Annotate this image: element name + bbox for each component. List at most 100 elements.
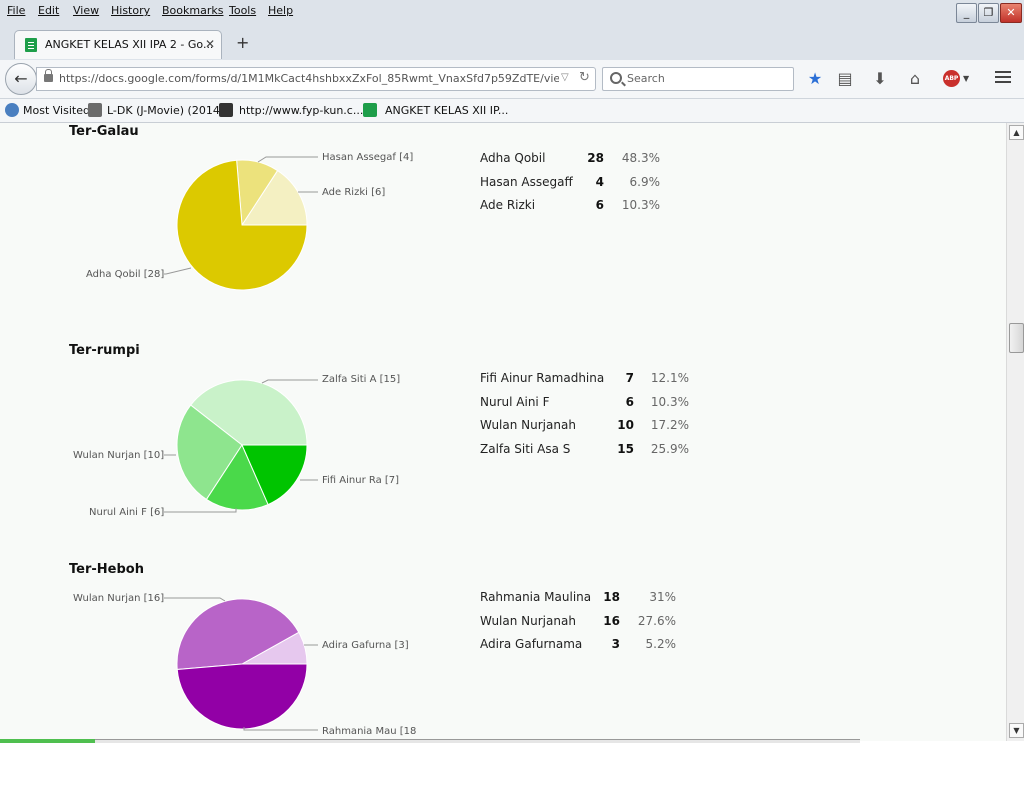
pie-label: Ade Rizki [6]: [322, 187, 386, 198]
table-row: Wulan Nurjanah 10 17.2%: [480, 418, 700, 438]
scroll-thumb[interactable]: [1009, 323, 1024, 353]
search-input[interactable]: Search: [602, 67, 794, 91]
leader-lines: [164, 156, 318, 275]
row-name: Adha Qobil: [480, 151, 546, 165]
pie-slice: [241, 169, 308, 226]
row-count: 10: [617, 418, 634, 432]
menu-help[interactable]: Help: [268, 4, 294, 17]
row-name: Adira Gafurnama: [480, 637, 583, 651]
pie-label: Fifi Ainur Ra [7]: [322, 475, 400, 486]
pie-slice: [205, 443, 269, 511]
table-row: Wulan Nurjanah 16 27.6%: [480, 614, 690, 634]
pie-slice: [176, 663, 308, 730]
row-name: Wulan Nurjanah: [480, 614, 576, 628]
row-name: Nurul Aini F: [480, 395, 550, 409]
pie-slice: [241, 444, 308, 506]
pie-label: Adha Qobil [28]: [86, 269, 165, 280]
reload-icon[interactable]: ↻: [579, 70, 590, 85]
reading-list-icon[interactable]: ▤: [837, 69, 853, 88]
vertical-scrollbar[interactable]: ▲ ▼: [1006, 123, 1024, 741]
row-percent: 17.2%: [650, 418, 689, 432]
scroll-down-icon[interactable]: ▼: [1009, 723, 1024, 738]
row-name: Fifi Ainur Ramadhina: [480, 371, 605, 385]
adblock-icon[interactable]: ABP: [943, 70, 960, 87]
row-percent: 27.6%: [637, 614, 676, 628]
pie-label: Wulan Nurjan [16]: [73, 593, 165, 604]
bookmarks-toolbar: [0, 99, 1024, 123]
row-count: 18: [603, 590, 620, 604]
menu-view[interactable]: View: [73, 4, 100, 17]
pie-slice: [176, 598, 300, 671]
new-tab-button[interactable]: +: [236, 33, 250, 52]
row-count: 6: [595, 198, 604, 212]
row-percent: 6.9%: [629, 175, 661, 189]
restore-button[interactable]: ❐: [978, 3, 999, 23]
page-icon: [88, 103, 102, 117]
table-row: Rahmania Maulina 18 31%: [480, 590, 690, 610]
pie-slice: [176, 404, 243, 501]
leader-lines: [164, 379, 318, 513]
url-bar[interactable]: https://docs.google.com/forms/d/1M1MkCac…: [36, 67, 596, 91]
avatar-icon: [219, 103, 233, 117]
table-row: Adha Qobil 28 48.3%: [480, 151, 680, 171]
pie-label: Adira Gafurna [3]: [322, 640, 409, 651]
row-name: Rahmania Maulina: [480, 590, 592, 604]
row-percent: 25.9%: [650, 442, 689, 456]
section-title: Ter-rumpi: [69, 343, 140, 358]
table-row: Adira Gafurnama 3 5.2%: [480, 637, 690, 657]
dropdown-arrow-icon[interactable]: ▽: [561, 72, 569, 83]
page-content: Ter-Galau Hasan Assegaf [4] Ade Rizki [6…: [0, 123, 1006, 741]
table-row: Nurul Aini F 6 10.3%: [480, 395, 700, 415]
menu-bar: File Edit View History Bookmarks Tools H…: [0, 0, 1024, 24]
row-name: Ade Rizki: [480, 198, 536, 212]
horizontal-scrollbar[interactable]: [0, 739, 860, 744]
section-title: Ter-Galau: [69, 124, 139, 139]
forms-icon: [363, 103, 377, 117]
row-percent: 10.3%: [650, 395, 689, 409]
row-percent: 31%: [649, 590, 676, 604]
row-count: 7: [625, 371, 634, 385]
table-row: Hasan Assegaff 4 6.9%: [480, 175, 680, 195]
row-percent: 10.3%: [621, 198, 660, 212]
table-row: Zalfa Siti Asa S 15 25.9%: [480, 442, 700, 462]
menu-tools[interactable]: Tools: [229, 4, 257, 17]
pie-label: Wulan Nurjan [10]: [73, 450, 165, 461]
search-icon: [610, 72, 622, 84]
row-percent: 12.1%: [650, 371, 689, 385]
close-window-button[interactable]: ✕: [1000, 3, 1022, 23]
menu-edit[interactable]: Edit: [38, 4, 60, 17]
bookmark-most-visited[interactable]: Most Visited: [23, 104, 90, 117]
chevron-down-icon[interactable]: ▼: [963, 74, 970, 83]
row-name: Wulan Nurjanah: [480, 418, 576, 432]
pie-chart-ter-heboh: [176, 598, 308, 730]
home-icon[interactable]: ⌂: [909, 69, 921, 88]
row-count: 16: [603, 614, 620, 628]
section-title: Ter-Heboh: [69, 562, 144, 577]
menu-history[interactable]: History: [111, 4, 151, 17]
star-bookmark-icon[interactable]: ★: [807, 69, 823, 88]
arrow-left-icon: ←: [14, 69, 28, 88]
download-icon[interactable]: ⬇: [873, 69, 887, 88]
leader-lines: [164, 597, 318, 731]
tab-angket[interactable]: ANGKET KELAS XII IPA 2 - Go... ✕: [14, 30, 222, 59]
scroll-up-icon[interactable]: ▲: [1009, 125, 1024, 140]
row-count: 3: [611, 637, 620, 651]
menu-file[interactable]: File: [7, 4, 26, 17]
pie-label: Nurul Aini F [6]: [89, 507, 165, 518]
bookmark-fyp-kun[interactable]: http://www.fyp-kun.c...: [239, 104, 364, 117]
bookmark-ldk[interactable]: L-DK (J-Movie) (2014): [107, 104, 225, 117]
minimize-button[interactable]: _: [956, 3, 977, 23]
row-percent: 5.2%: [645, 637, 677, 651]
tab-close-icon[interactable]: ✕: [205, 37, 216, 51]
url-text[interactable]: https://docs.google.com/forms/d/1M1MkCac…: [59, 72, 559, 85]
tab-title: ANGKET KELAS XII IPA 2 - Go...: [45, 38, 214, 51]
pie-slice: [190, 379, 308, 446]
row-count: 15: [617, 442, 634, 456]
row-count: 4: [595, 175, 604, 189]
menu-icon[interactable]: [995, 71, 1011, 73]
bookmark-angket[interactable]: ANGKET KELAS XII IP...: [385, 104, 509, 117]
pie-label: Rahmania Mau [18: [322, 726, 417, 737]
menu-bookmarks[interactable]: Bookmarks: [162, 4, 224, 17]
back-button[interactable]: ←: [5, 63, 37, 95]
globe-icon: [5, 103, 19, 117]
